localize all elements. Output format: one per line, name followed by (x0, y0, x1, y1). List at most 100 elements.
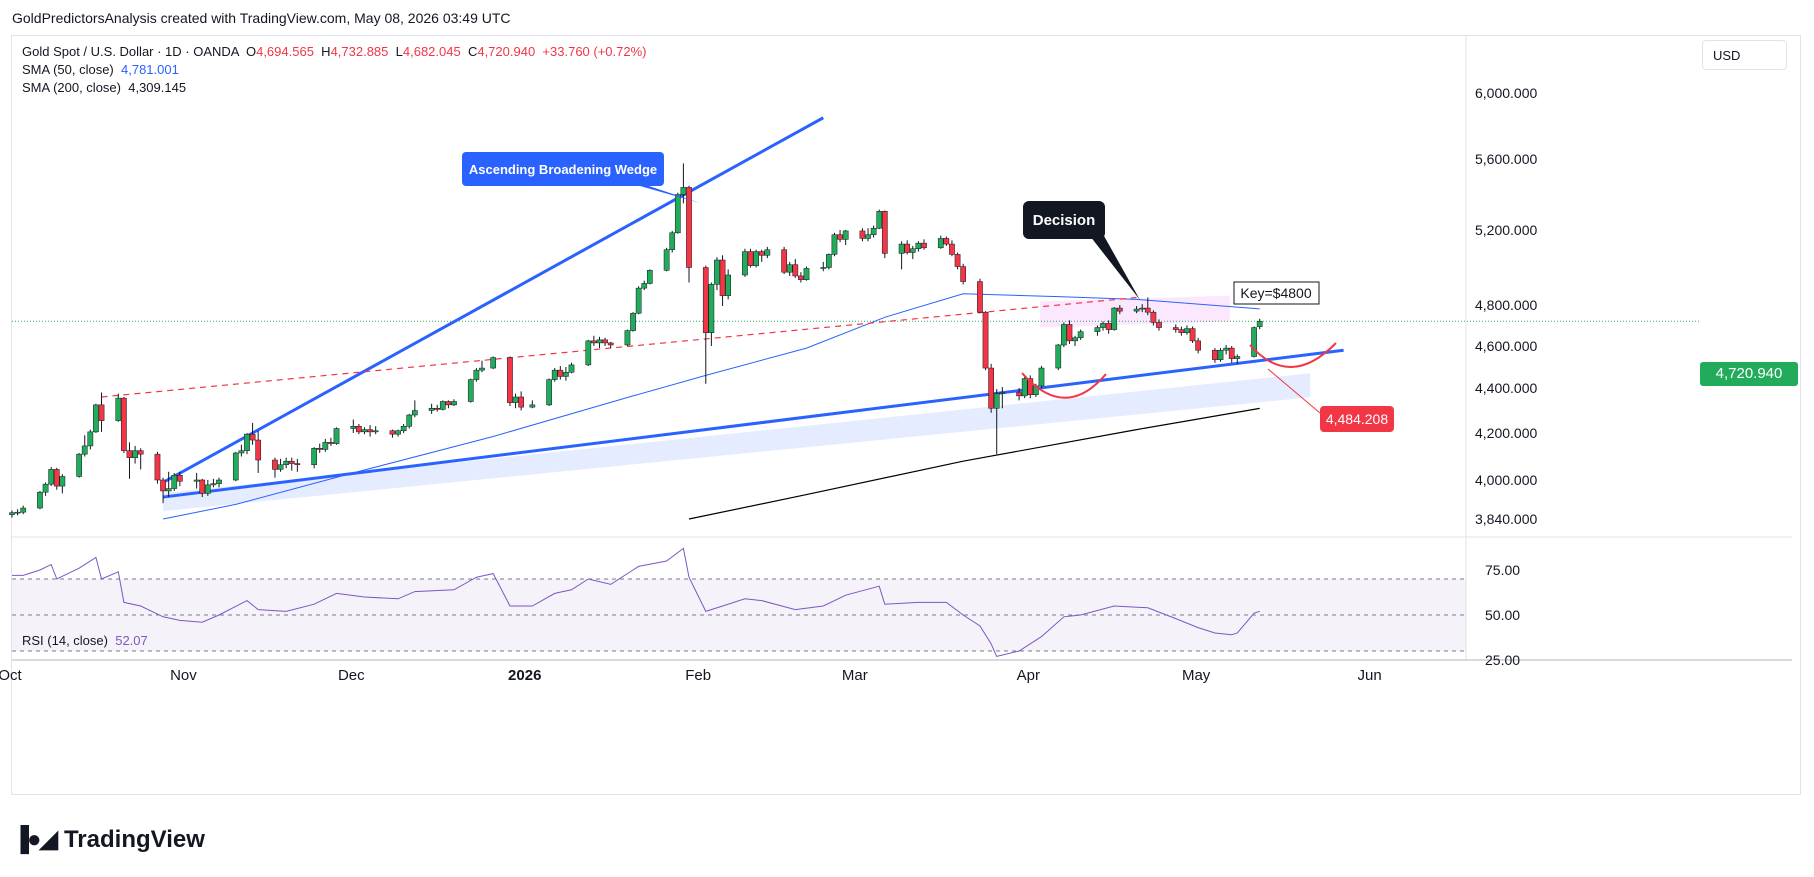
price-tick-label: 6,000.000 (1475, 85, 1537, 101)
tradingview-logo[interactable]: ▐●◢ TradingView (12, 825, 205, 854)
candle-body (1217, 349, 1224, 360)
candle-body (171, 475, 178, 489)
time-tick-label: Feb (685, 667, 711, 684)
candle-body (20, 507, 27, 513)
decision-callout-pointer (1090, 236, 1140, 300)
candle-body (165, 488, 172, 492)
candle-body (406, 414, 413, 427)
candle-body (529, 404, 536, 408)
rsi-tick-label: 50.00 (1485, 607, 1520, 623)
candle-body (781, 249, 787, 273)
candle-body (232, 452, 239, 481)
candle-body (977, 281, 983, 313)
candle-body (602, 339, 608, 344)
rsi-tick-label: 75.00 (1485, 562, 1520, 578)
candle-body (786, 264, 793, 273)
candle-body (937, 238, 944, 249)
key-label-text: Key=$4800 (1240, 285, 1311, 301)
candle-body (1178, 329, 1185, 333)
candle-body (680, 187, 687, 195)
sma50-legend[interactable]: SMA (50, close) 4,781.001 (22, 62, 179, 77)
candle-body (356, 426, 362, 433)
candle-body (1021, 378, 1028, 397)
candle-body (210, 483, 217, 486)
sma200-legend[interactable]: SMA (200, close) 4,309.145 (22, 80, 186, 95)
candle-body (831, 234, 838, 255)
rsi-legend[interactable]: RSI (14, close) 52.07 (22, 633, 148, 648)
candle-body (411, 410, 418, 416)
tradingview-logo-icon: ▐●◢ (12, 826, 58, 853)
candle-body (943, 238, 950, 245)
open-value: 4,694.565 (256, 44, 314, 59)
candle-body (803, 268, 810, 280)
chart-frame (11, 35, 1801, 795)
rsi-line (12, 547, 1260, 657)
candle-body (1144, 307, 1151, 313)
candle-body (439, 401, 446, 410)
candle-body (1055, 344, 1062, 369)
currency-selector[interactable]: USD (1702, 40, 1787, 70)
candle-body (624, 330, 631, 346)
candle-body (121, 397, 127, 451)
decision-callout-box (1023, 201, 1105, 239)
price-tick-label: 4,400.000 (1475, 380, 1537, 396)
candle-body (93, 404, 99, 433)
change-value: +33.760 (+0.72%) (542, 44, 647, 59)
candle-body (949, 243, 955, 255)
symbol-title[interactable]: Gold Spot / U.S. Dollar · 1D · OANDA (22, 44, 239, 59)
support-zone (163, 373, 1311, 512)
candle-body (132, 450, 138, 458)
cup-arc-right (1249, 342, 1337, 368)
candle-body (216, 479, 222, 484)
candle-body (48, 469, 55, 485)
candle-body (826, 254, 832, 268)
candle-body (1111, 307, 1118, 330)
price-tick-label: 4,600.000 (1475, 338, 1537, 354)
candle-body (915, 242, 922, 249)
candle-body (81, 445, 88, 455)
high-value: 4,732.885 (330, 44, 389, 59)
candle-body (177, 475, 183, 482)
candle-body (76, 453, 82, 477)
candle-body (563, 372, 569, 377)
candle-body (842, 230, 849, 240)
sma50-value: 4,781.001 (121, 62, 179, 77)
candle-body (367, 429, 373, 433)
candle-body (193, 479, 200, 482)
candle-body (1150, 311, 1157, 323)
candle-body (372, 430, 379, 433)
symbol-legend: Gold Spot / U.S. Dollar · 1D · OANDA O4,… (22, 44, 647, 59)
candle-body (1100, 323, 1106, 328)
candle-body (607, 342, 614, 346)
resistance-zone (1040, 295, 1230, 328)
candle-body (244, 433, 250, 451)
candle-body (87, 431, 94, 447)
candle-body (909, 248, 916, 253)
candle-body (283, 460, 290, 465)
candle-body (53, 469, 60, 487)
low-price-pointer (1267, 368, 1321, 414)
candle-body (98, 404, 105, 421)
candle-body (1077, 331, 1084, 339)
candle-body (1094, 327, 1101, 332)
candle-body (747, 251, 754, 266)
candle-body (518, 396, 524, 408)
candle-body (1228, 347, 1235, 359)
price-tick-label: 5,600.000 (1475, 151, 1537, 167)
candle-body (1184, 328, 1190, 333)
candle-body (702, 267, 709, 333)
candle-body (9, 512, 15, 515)
candle-body (277, 464, 284, 470)
sma200-label: SMA (200, close) (22, 80, 121, 95)
rsi-tick-label: 25.00 (1485, 652, 1520, 668)
candle-body (646, 270, 653, 284)
candle-body (1234, 356, 1241, 359)
candle-body (467, 379, 474, 402)
candle-body (115, 397, 122, 421)
candle-body (1212, 349, 1218, 360)
candle-body (1061, 324, 1067, 346)
sma50-label: SMA (50, close) (22, 62, 114, 77)
candle-body (585, 340, 592, 366)
last-price-label: 4,720.940 (1700, 362, 1798, 386)
